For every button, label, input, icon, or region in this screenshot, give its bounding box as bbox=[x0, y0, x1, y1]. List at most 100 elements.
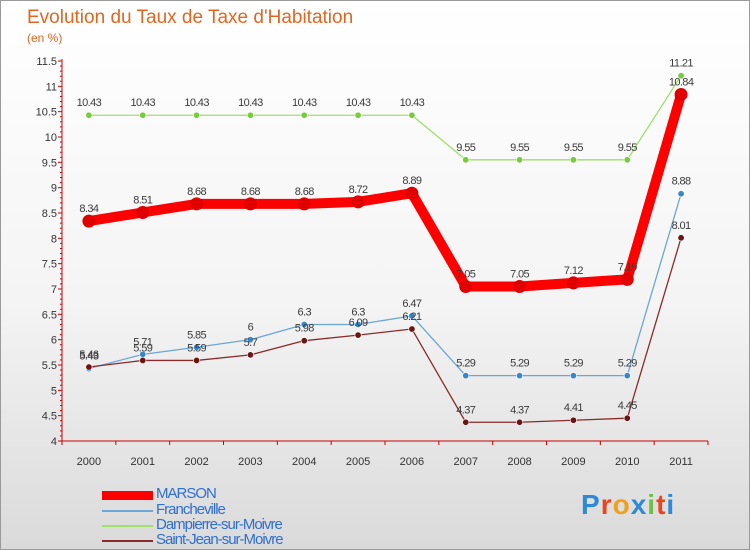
data-label: 5.29 bbox=[564, 358, 583, 370]
data-label: 10.43 bbox=[346, 97, 371, 109]
data-label: 4.37 bbox=[456, 404, 475, 416]
data-point bbox=[405, 186, 419, 200]
data-point bbox=[462, 156, 470, 164]
chart-unit-label: (en %) bbox=[27, 31, 63, 45]
data-point bbox=[459, 279, 473, 293]
data-point bbox=[516, 156, 524, 164]
legend-label: Dampierre-sur-Moivre bbox=[156, 516, 283, 533]
y-tick-label: 6 bbox=[51, 335, 57, 347]
data-point bbox=[139, 111, 147, 119]
data-point bbox=[677, 72, 685, 80]
data-label: 4.45 bbox=[618, 400, 637, 412]
y-tick-label: 8.5 bbox=[42, 208, 57, 220]
proxiti-logo: Proxiti bbox=[581, 489, 676, 520]
data-point bbox=[193, 356, 201, 364]
legend-swatch bbox=[102, 540, 153, 542]
x-tick-label: 2006 bbox=[400, 456, 424, 468]
data-point bbox=[462, 372, 470, 380]
data-point bbox=[462, 418, 470, 426]
data-label: 9.55 bbox=[618, 142, 637, 154]
data-label: 6.3 bbox=[298, 306, 312, 318]
data-label: 7.12 bbox=[564, 265, 583, 277]
data-label: 9.55 bbox=[510, 142, 529, 154]
x-tick-label: 2001 bbox=[131, 456, 155, 468]
data-point bbox=[136, 205, 150, 219]
data-point bbox=[300, 111, 308, 119]
data-label: 11.21 bbox=[669, 58, 693, 70]
data-point bbox=[246, 336, 254, 344]
data-point bbox=[569, 416, 577, 424]
series-line bbox=[88, 75, 682, 161]
series-line bbox=[88, 237, 682, 423]
data-label: 7.05 bbox=[510, 268, 529, 280]
data-label: 8.01 bbox=[672, 220, 691, 232]
data-point bbox=[674, 87, 688, 101]
data-point bbox=[566, 276, 580, 290]
data-point bbox=[246, 351, 254, 359]
x-tick-label: 2005 bbox=[346, 456, 370, 468]
data-label: 8.34 bbox=[79, 203, 98, 215]
series-line bbox=[83, 89, 687, 292]
data-point bbox=[85, 111, 93, 119]
data-point bbox=[620, 272, 634, 286]
data-label: 10.43 bbox=[238, 97, 263, 109]
y-tick-label: 5.5 bbox=[42, 360, 57, 372]
data-label: 4.37 bbox=[510, 404, 529, 416]
legend-label: Saint-Jean-sur-Moivre bbox=[156, 531, 284, 548]
y-tick-label: 10 bbox=[45, 132, 57, 144]
data-label: 10.43 bbox=[400, 97, 425, 109]
data-point bbox=[569, 156, 577, 164]
data-label: 5.43 bbox=[79, 351, 98, 363]
data-label: 10.43 bbox=[292, 97, 317, 109]
legend-label: Francheville bbox=[156, 501, 226, 518]
data-label: 8.89 bbox=[402, 175, 421, 187]
series-line bbox=[88, 193, 682, 377]
data-label: 8.72 bbox=[349, 184, 368, 196]
chart-title: Evolution du Taux de Taxe d'Habitation bbox=[27, 7, 354, 28]
data-label: 4.41 bbox=[564, 402, 583, 414]
y-tick-label: 10.5 bbox=[36, 107, 57, 119]
y-tick-label: 7 bbox=[51, 284, 57, 296]
data-point bbox=[677, 190, 685, 198]
data-point bbox=[82, 214, 96, 228]
data-point bbox=[516, 372, 524, 380]
data-point bbox=[190, 197, 204, 211]
data-point bbox=[139, 356, 147, 364]
data-label: 10.43 bbox=[184, 97, 209, 109]
data-point bbox=[85, 363, 93, 371]
x-tick-label: 2009 bbox=[561, 456, 585, 468]
x-tick-label: 2003 bbox=[238, 456, 262, 468]
data-point bbox=[193, 343, 201, 351]
data-point bbox=[569, 372, 577, 380]
data-label: 5.7 bbox=[244, 337, 258, 349]
data-label: 6.21 bbox=[402, 311, 421, 323]
legend-swatch bbox=[102, 491, 153, 500]
y-tick-label: 11.5 bbox=[36, 56, 57, 68]
data-label: 6 bbox=[248, 322, 254, 334]
data-point bbox=[408, 111, 416, 119]
y-tick-label: 6.5 bbox=[42, 309, 57, 321]
data-point bbox=[677, 234, 685, 242]
legend-swatch bbox=[102, 525, 153, 527]
data-label: 5.71 bbox=[133, 336, 152, 348]
x-tick-label: 2002 bbox=[184, 456, 208, 468]
data-label: 5.29 bbox=[510, 358, 529, 370]
data-label: 5.46 bbox=[79, 349, 98, 361]
data-label: 6.3 bbox=[351, 306, 365, 318]
data-label: 5.85 bbox=[187, 329, 206, 341]
data-point bbox=[623, 156, 631, 164]
data-label: 8.68 bbox=[295, 186, 314, 198]
data-label: 10.43 bbox=[77, 97, 102, 109]
y-tick-label: 9.5 bbox=[42, 157, 57, 169]
data-point bbox=[351, 195, 365, 209]
legend-swatch bbox=[102, 510, 153, 512]
data-point bbox=[354, 320, 362, 328]
data-point bbox=[300, 337, 308, 345]
data-label: 8.51 bbox=[133, 194, 152, 206]
data-point bbox=[513, 279, 527, 293]
data-point bbox=[408, 325, 416, 333]
data-point bbox=[354, 111, 362, 119]
y-tick-label: 4.5 bbox=[42, 411, 57, 423]
legend-label: MARSON bbox=[156, 485, 217, 502]
